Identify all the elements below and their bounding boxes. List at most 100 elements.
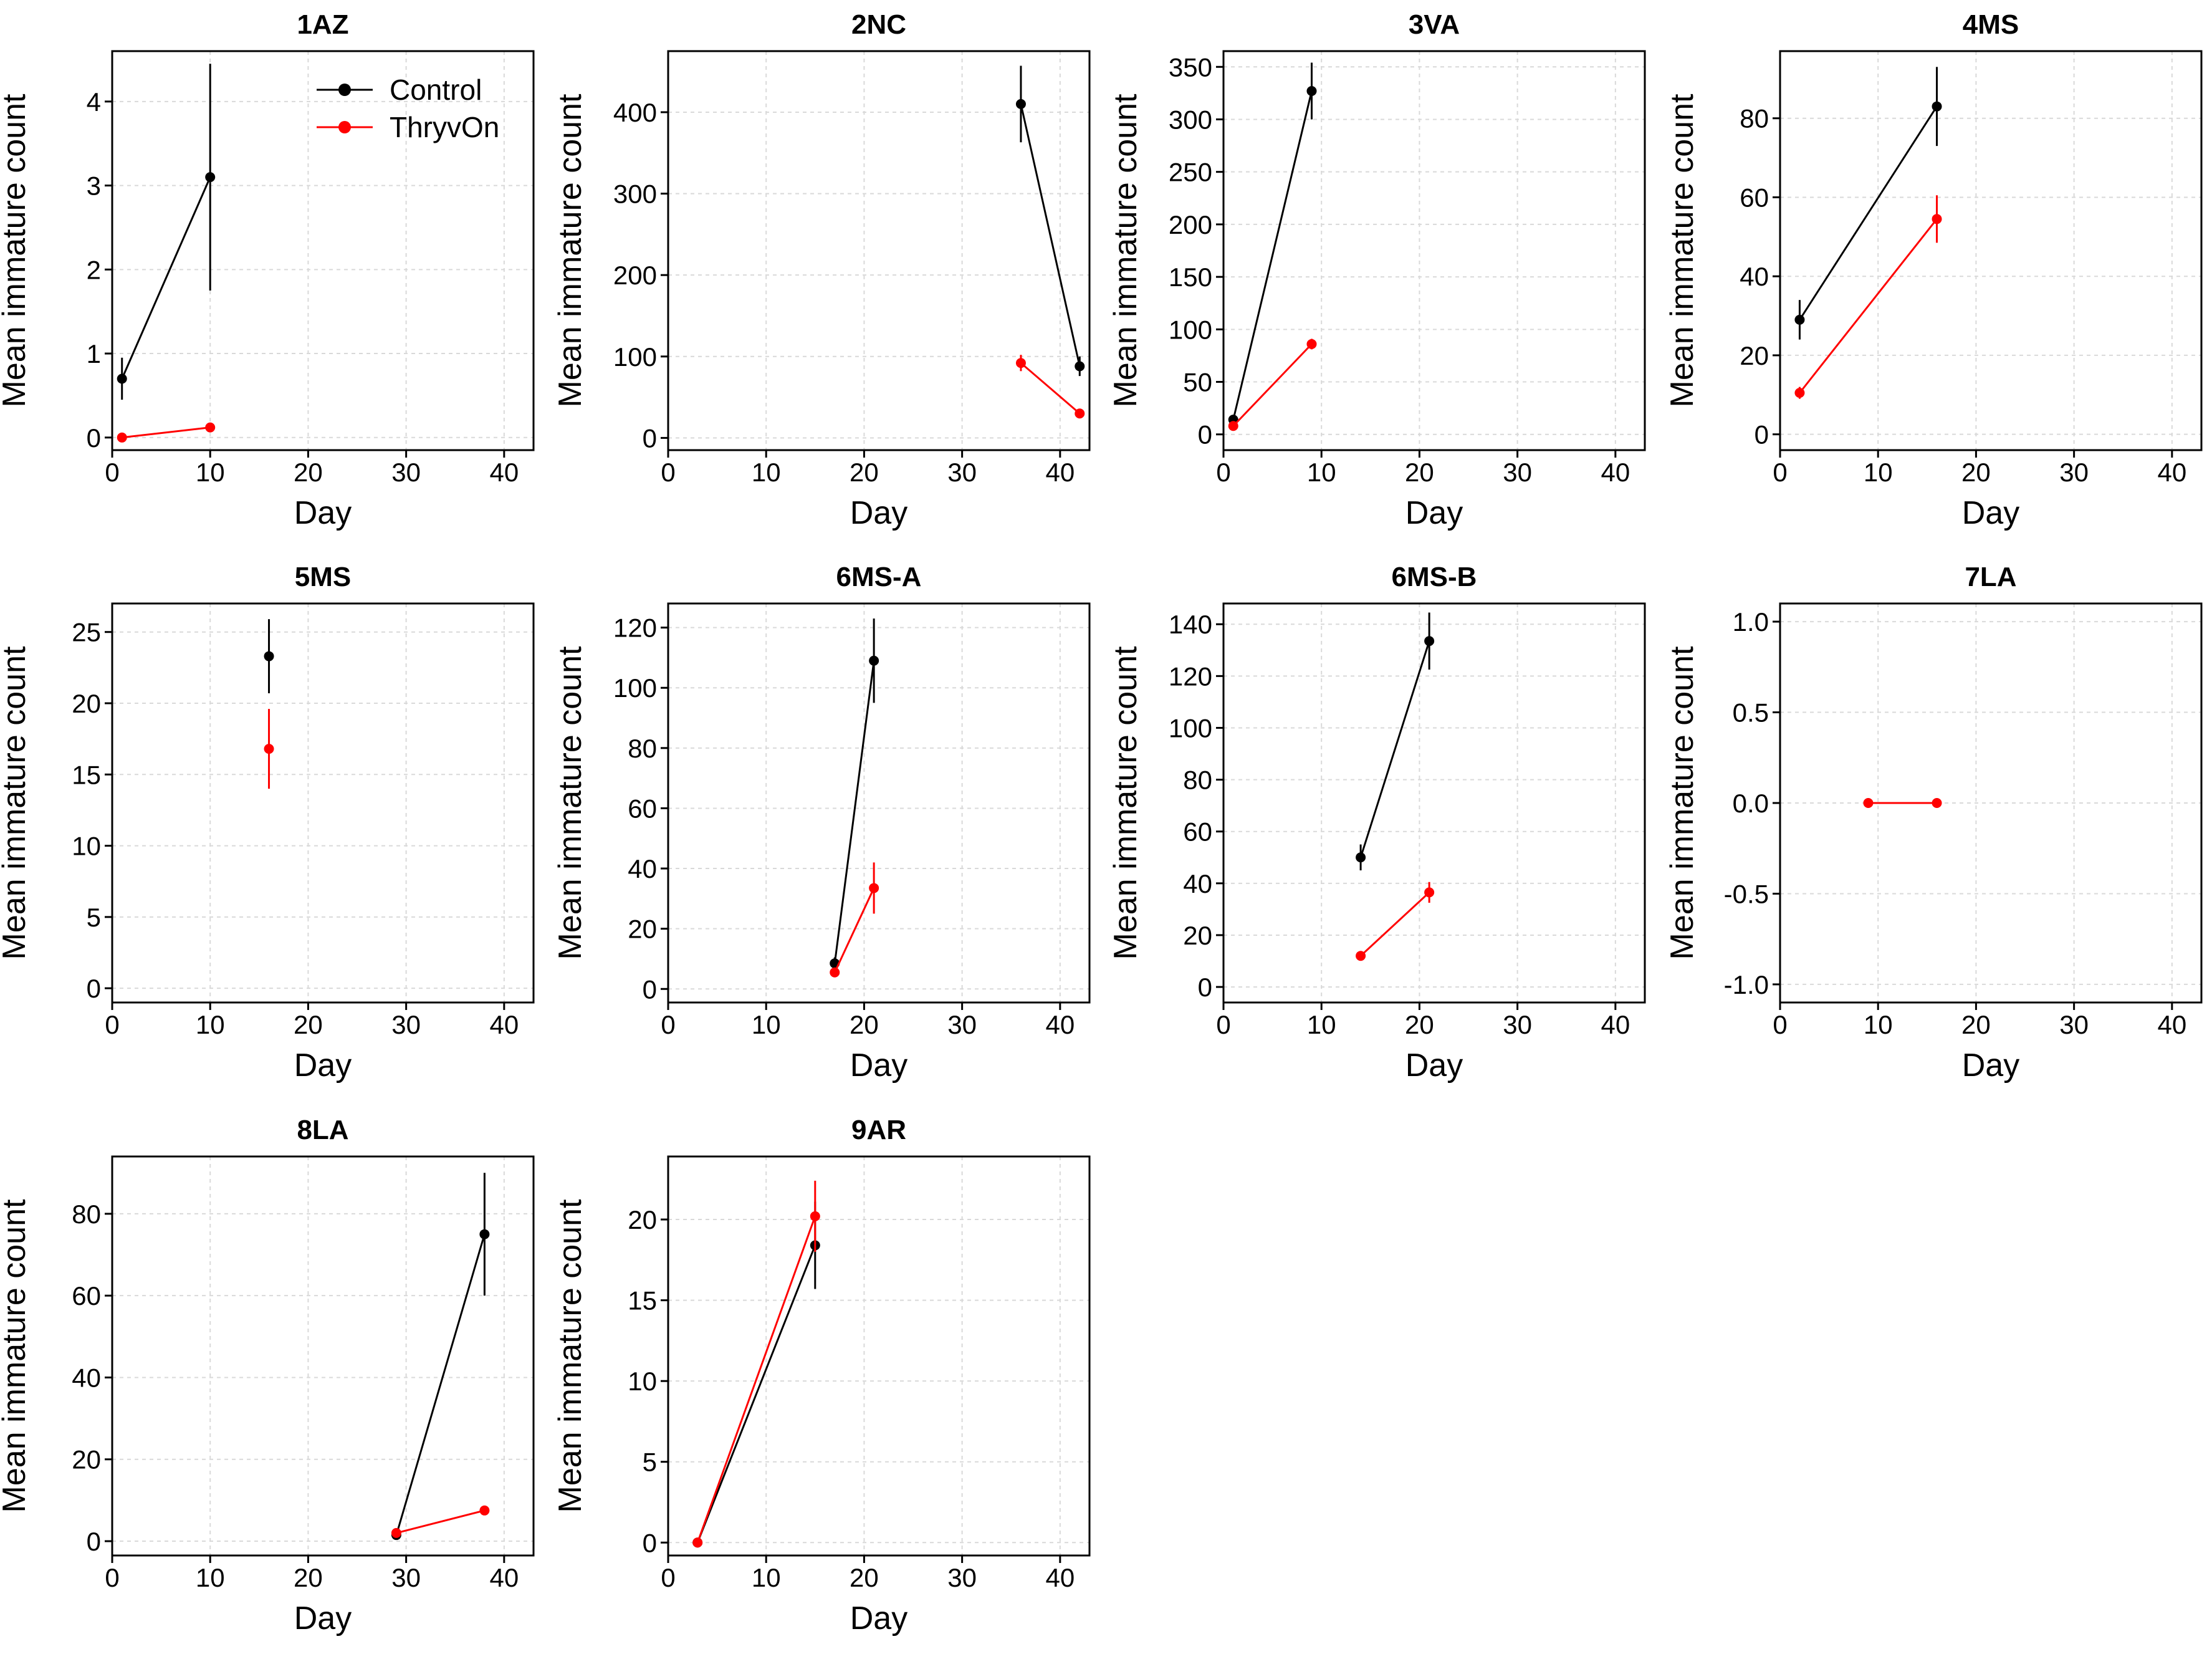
x-tick-label: 10: [1307, 458, 1336, 487]
y-tick-label: -1.0: [1724, 970, 1769, 999]
x-axis-label: Day: [1962, 1047, 2019, 1084]
series-line: [1360, 892, 1430, 957]
plot-frame: [111, 1155, 535, 1557]
x-tick-label: 20: [1961, 1010, 1991, 1039]
panel-3va: 0 10 20 30 40 0 50 100 150 200 250 300 350 3VA Day Mean…: [1108, 9, 1646, 531]
y-tick-label: 250: [1169, 158, 1212, 187]
x-tick-label: 20: [294, 458, 323, 487]
y-tick-label: 0: [1198, 973, 1212, 1002]
x-tick-label: 40: [489, 458, 519, 487]
series-line: [1020, 362, 1081, 415]
y-tick-label: 0: [643, 974, 657, 1004]
x-tick-label: 10: [752, 1010, 781, 1039]
plot-frame: [1222, 602, 1646, 1004]
panel-title: 1AZ: [297, 9, 348, 40]
series-line: [696, 1216, 816, 1543]
y-tick-label: 140: [1169, 610, 1212, 639]
x-tick-label: 10: [1307, 1010, 1336, 1039]
x-tick-label: 30: [1503, 458, 1532, 487]
y-tick-label: 40: [72, 1363, 101, 1392]
series-line: [1359, 640, 1430, 858]
data-point: [205, 172, 216, 183]
series-control: [264, 619, 274, 693]
series-thryvon: [692, 1180, 820, 1548]
y-axis-label: Mean immature count: [552, 646, 588, 959]
x-tick-label: 0: [1216, 458, 1230, 487]
x-axis-label: Day: [1405, 1047, 1463, 1084]
legend: Control ThryvOn: [317, 74, 499, 143]
y-tick-label: 25: [72, 618, 101, 647]
series-control: [1228, 62, 1317, 425]
data-point: [1356, 852, 1366, 863]
data-point: [205, 422, 216, 433]
x-tick-label: 20: [294, 1010, 323, 1039]
panel-7la: 0 10 20 30 40 -1.0 -0.5 0.0 0.5 1.0 7LA Day Mean imm…: [1664, 562, 2203, 1084]
series-control: [1794, 67, 1942, 340]
panel-1az: 0 10 20 30 40 0 1 2 3 4 1AZ Day Mean immature count C…: [0, 9, 535, 531]
data-point: [117, 432, 127, 443]
panel-9ar: 0 10 20 30 40 0 5 10 15 20 9AR Day Mean immature cou…: [552, 1115, 1091, 1637]
y-tick-label: 10: [628, 1367, 657, 1396]
y-tick-label: 0: [643, 423, 657, 453]
series-thryvon: [1863, 798, 1942, 808]
x-tick-label: 0: [661, 458, 675, 487]
data-point: [869, 655, 879, 666]
data-point: [869, 883, 879, 893]
y-tick-label: 300: [613, 180, 657, 209]
data-point: [1075, 408, 1085, 419]
y-tick-label: 20: [1183, 921, 1212, 950]
panel-title: 8LA: [297, 1115, 348, 1145]
y-axis-label: Mean immature count: [552, 94, 588, 407]
y-tick-label: 15: [72, 760, 101, 789]
y-tick-label: 80: [1740, 104, 1769, 133]
x-axis-label: Day: [294, 1600, 352, 1637]
data-point: [1306, 339, 1317, 349]
y-tick-label: 5: [643, 1448, 657, 1477]
x-tick-label: 30: [2059, 458, 2089, 487]
y-tick-label: 1: [87, 339, 101, 368]
data-point: [479, 1505, 490, 1516]
data-point: [1932, 798, 1942, 808]
x-tick-label: 40: [489, 1563, 519, 1592]
panel-title: 3VA: [1409, 9, 1460, 40]
data-point: [1228, 421, 1238, 431]
panel-title: 6MS-B: [1392, 562, 1477, 592]
series-thryvon: [264, 709, 274, 789]
series-thryvon: [1015, 355, 1085, 419]
x-tick-label: 20: [850, 458, 879, 487]
y-axis-label: Mean immature count: [552, 1199, 588, 1512]
x-tick-label: 20: [1405, 1010, 1434, 1039]
plot-frame: [111, 50, 535, 451]
y-tick-label: 1.0: [1733, 607, 1769, 637]
x-tick-label: 30: [391, 1010, 421, 1039]
y-tick-label: 20: [628, 915, 657, 944]
x-tick-label: 40: [2157, 458, 2186, 487]
series-control: [1015, 65, 1085, 377]
data-point: [1932, 214, 1942, 224]
x-tick-label: 10: [196, 1010, 225, 1039]
x-tick-label: 20: [850, 1010, 879, 1039]
x-tick-label: 30: [947, 458, 977, 487]
plot-frame: [667, 50, 1091, 451]
x-tick-label: 40: [1045, 458, 1075, 487]
data-point: [1356, 951, 1366, 961]
y-tick-label: 80: [72, 1200, 101, 1229]
x-axis-label: Day: [294, 495, 352, 531]
data-point: [1794, 388, 1805, 398]
y-tick-label: 2: [87, 255, 101, 284]
data-point: [1863, 798, 1874, 808]
data-point: [391, 1527, 401, 1538]
x-tick-label: 30: [391, 1563, 421, 1592]
x-tick-label: 0: [105, 458, 119, 487]
series-line: [1799, 218, 1938, 394]
y-tick-label: 120: [613, 613, 657, 643]
panel-title: 9AR: [851, 1115, 906, 1145]
x-axis-label: Day: [850, 1600, 907, 1637]
y-tick-label: -0.5: [1724, 879, 1769, 908]
data-point: [830, 967, 840, 978]
y-axis-label: Mean immature count: [1108, 94, 1144, 407]
x-tick-label: 0: [1773, 458, 1787, 487]
series-control: [391, 1173, 490, 1541]
x-tick-label: 30: [2059, 1010, 2089, 1039]
